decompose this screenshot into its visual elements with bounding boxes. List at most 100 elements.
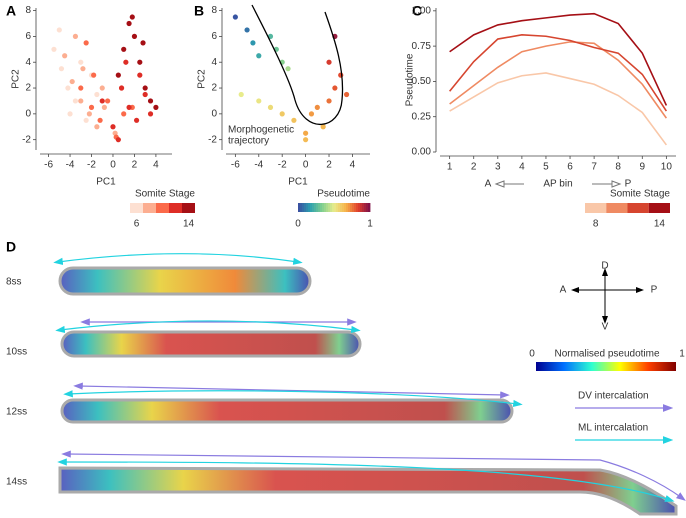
legend-swatch bbox=[156, 203, 169, 213]
y-axis-label: Pseudotime bbox=[405, 53, 416, 106]
dv-arrow bbox=[73, 382, 510, 399]
point bbox=[58, 66, 65, 72]
point bbox=[142, 85, 148, 91]
x-axis-label: AP bin bbox=[543, 179, 572, 190]
colorbar-cell bbox=[362, 203, 365, 212]
x-tick-label: -6 bbox=[231, 160, 240, 171]
trajectory-curve bbox=[251, 4, 344, 125]
point bbox=[131, 33, 138, 40]
colorbar-cell bbox=[358, 203, 361, 212]
colorbar-cell bbox=[346, 203, 349, 212]
y-tick-label: 0.50 bbox=[412, 76, 432, 87]
x-tick-label: -4 bbox=[66, 160, 75, 171]
point bbox=[51, 46, 57, 52]
x-tick-label: 2 bbox=[471, 162, 477, 173]
x-tick-label: -6 bbox=[44, 160, 53, 171]
x-axis-end: P bbox=[625, 179, 632, 190]
embryo bbox=[60, 330, 362, 358]
point bbox=[133, 117, 140, 123]
ml-arrow bbox=[55, 320, 361, 334]
point bbox=[99, 98, 105, 104]
x-tick-label: 5 bbox=[543, 162, 549, 173]
legend-swatch bbox=[648, 203, 670, 213]
y-tick-label: 2 bbox=[211, 83, 217, 94]
x-tick-label: -4 bbox=[254, 160, 263, 171]
point bbox=[238, 91, 244, 98]
colorbar-cell bbox=[310, 203, 313, 212]
stage-label: 12ss bbox=[6, 407, 27, 418]
colorbar-cell bbox=[316, 203, 319, 212]
y-axis-label: PC2 bbox=[11, 69, 22, 89]
point bbox=[142, 91, 148, 98]
point bbox=[101, 104, 107, 110]
point bbox=[94, 124, 100, 130]
y-tick-label: -2 bbox=[22, 134, 31, 145]
colorbar-tick: 0 bbox=[295, 219, 301, 230]
point bbox=[137, 72, 143, 78]
point bbox=[147, 98, 154, 104]
x-axis-label: PC1 bbox=[288, 177, 308, 188]
point bbox=[88, 104, 95, 110]
point bbox=[232, 14, 238, 20]
x-tick-label: 8 bbox=[615, 162, 621, 173]
colorbar-cell bbox=[352, 203, 355, 212]
colorbar-cell bbox=[312, 203, 315, 212]
x-axis-arrow bbox=[592, 180, 622, 188]
line bbox=[449, 41, 668, 119]
legend-title: Somite Stage bbox=[135, 189, 195, 200]
point bbox=[326, 98, 332, 104]
legend-swatch bbox=[143, 203, 156, 213]
point bbox=[83, 40, 89, 46]
x-tick-label: 3 bbox=[495, 162, 501, 173]
point bbox=[83, 117, 89, 123]
point bbox=[80, 66, 86, 72]
colorbar-cell bbox=[322, 203, 325, 212]
legend-label: DV intercalation bbox=[578, 391, 649, 402]
colorbar-cell bbox=[302, 203, 305, 212]
colorbar-cell bbox=[338, 203, 341, 212]
y-tick-label: 2 bbox=[25, 83, 31, 94]
colorbar-cell bbox=[354, 203, 357, 212]
point bbox=[126, 104, 132, 110]
x-tick-label: 6 bbox=[567, 162, 573, 173]
stage-label: 14ss bbox=[6, 477, 27, 488]
x-tick-label: 2 bbox=[132, 160, 138, 171]
x-tick-label: 4 bbox=[519, 162, 525, 173]
point bbox=[285, 66, 291, 72]
colorbar-title: Normalised pseudotime bbox=[554, 349, 659, 360]
colorbar-cell bbox=[298, 203, 301, 212]
line bbox=[449, 72, 668, 146]
legend-swatch bbox=[130, 203, 143, 213]
y-tick-label: 8 bbox=[211, 5, 217, 16]
x-tick-label: 7 bbox=[591, 162, 597, 173]
point bbox=[126, 20, 132, 27]
legend-swatch bbox=[627, 203, 649, 213]
point bbox=[137, 59, 143, 65]
legend-swatch bbox=[585, 203, 607, 213]
colorbar-cell bbox=[324, 203, 327, 212]
y-tick-label: 6 bbox=[211, 31, 217, 42]
colorbar-title: Pseudotime bbox=[317, 189, 370, 200]
colorbar-cell bbox=[348, 203, 351, 212]
x-tick-label: 9 bbox=[640, 162, 646, 173]
x-tick-label: 2 bbox=[326, 160, 332, 171]
point bbox=[86, 111, 92, 117]
panel-label: D bbox=[6, 239, 16, 255]
point bbox=[121, 46, 127, 52]
point bbox=[244, 27, 250, 33]
line bbox=[449, 34, 668, 112]
colorbar-cell bbox=[350, 203, 353, 212]
embryo bbox=[58, 466, 678, 516]
colorbar-cell bbox=[366, 203, 369, 212]
colorbar-cell bbox=[334, 203, 337, 212]
compass-label: V bbox=[602, 322, 609, 333]
ml-arrow bbox=[57, 458, 675, 502]
point bbox=[147, 111, 154, 117]
colorbar-cell bbox=[308, 203, 311, 212]
y-tick-label: 6 bbox=[25, 31, 31, 42]
stage-label: 10ss bbox=[6, 347, 27, 358]
point bbox=[78, 85, 84, 91]
compass-label: D bbox=[601, 261, 608, 272]
colorbar-cell bbox=[344, 203, 347, 212]
legend-label: 8 bbox=[593, 219, 599, 230]
